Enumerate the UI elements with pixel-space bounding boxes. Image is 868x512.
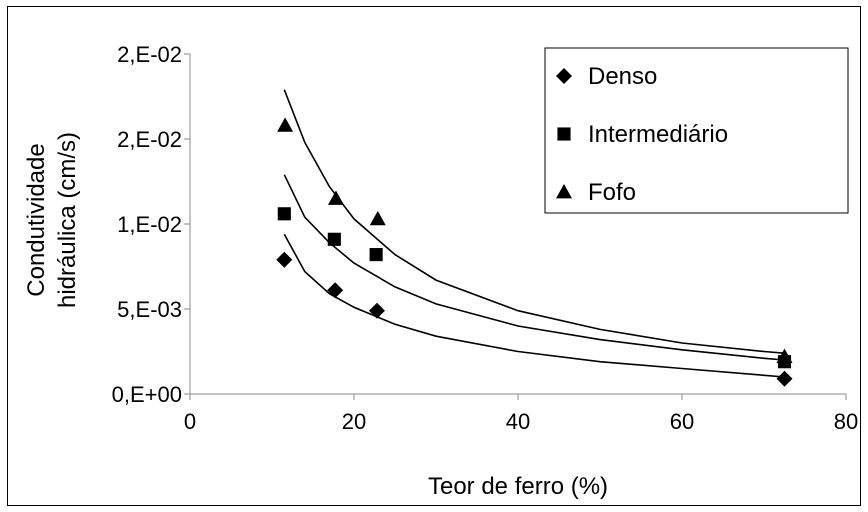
legend-box xyxy=(544,47,849,214)
point-diamond xyxy=(327,282,344,299)
y-tick-label: 0,E+00 xyxy=(112,382,182,407)
x-tick-label: 20 xyxy=(342,409,366,434)
y-axis-label-line1: Condutividade xyxy=(23,143,50,296)
x-axis-label: Teor de ferro (%) xyxy=(428,473,608,500)
trend-line-diamond xyxy=(283,233,785,378)
point-triangle xyxy=(776,348,793,363)
x-ticks: 0 20 40 60 80 xyxy=(184,394,858,434)
point-square xyxy=(277,207,291,221)
x-tick-label: 60 xyxy=(670,409,694,434)
y-tick-label: 1,E-02 xyxy=(117,212,182,237)
y-ticks: 0,E+00 5,E-03 1,E-02 2,E-02 2,E-02 xyxy=(112,42,190,407)
legend-marker-diamond xyxy=(556,68,572,84)
legend-label-triangle: Fofo xyxy=(588,179,636,206)
point-triangle xyxy=(327,190,344,205)
trend-lines xyxy=(283,89,785,378)
point-diamond xyxy=(368,302,385,319)
legend-items: Denso Intermediário Fofo xyxy=(556,63,728,206)
y-tick-label: 2,E-02 xyxy=(117,127,182,152)
point-square xyxy=(369,248,383,262)
legend-label-diamond: Denso xyxy=(588,63,657,90)
legend-marker-square xyxy=(557,127,571,141)
legend: Denso Intermediário Fofo xyxy=(544,47,849,214)
x-tick-label: 80 xyxy=(834,409,858,434)
point-square xyxy=(327,232,341,246)
x-tick-label: 40 xyxy=(506,409,530,434)
y-tick-label: 2,E-02 xyxy=(117,42,182,67)
point-triangle xyxy=(369,210,386,226)
legend-label-square: Intermediário xyxy=(588,121,728,148)
data-points xyxy=(276,117,793,387)
y-tick-label: 5,E-03 xyxy=(117,297,182,322)
y-axis-label-line2: hidráulica (cm/s) xyxy=(54,132,81,308)
point-diamond xyxy=(276,251,293,268)
figure-frame xyxy=(7,6,861,506)
trend-line-square xyxy=(283,174,785,361)
legend-marker-triangle xyxy=(556,184,572,199)
trend-line-triangle xyxy=(283,89,785,354)
x-tick-label: 0 xyxy=(184,409,196,434)
point-triangle xyxy=(277,117,294,132)
point-diamond xyxy=(776,370,793,387)
